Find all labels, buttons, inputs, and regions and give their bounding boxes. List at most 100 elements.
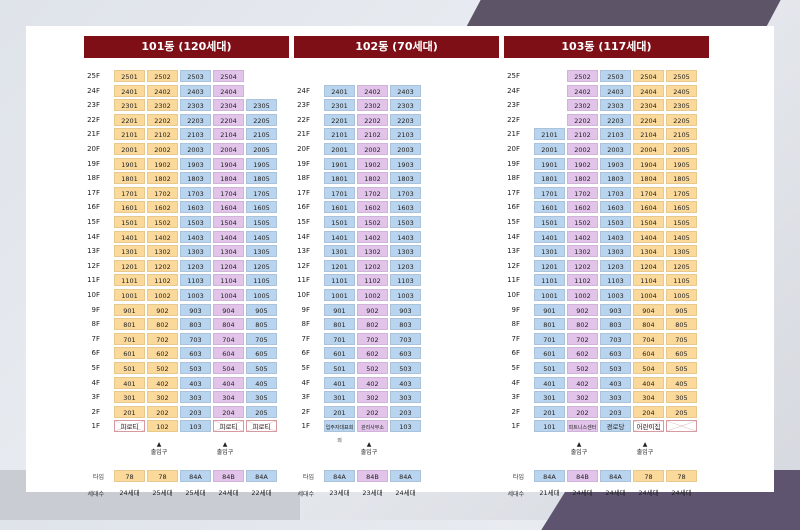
unit-cell[interactable]: 1305	[666, 245, 697, 258]
unit-cell[interactable]: 305	[246, 391, 277, 404]
unit-cell[interactable]: 1905	[246, 157, 277, 170]
unit-cell[interactable]: 1701	[534, 186, 565, 199]
unit-cell[interactable]: 902	[357, 303, 388, 316]
unit-cell[interactable]: 1501	[534, 216, 565, 228]
unit-cell[interactable]: 501	[114, 362, 145, 374]
unit-cell[interactable]: 701	[534, 332, 565, 345]
unit-cell[interactable]: 2404	[213, 84, 244, 97]
unit-cell[interactable]: 2201	[324, 113, 355, 126]
unit-cell[interactable]: 2202	[567, 113, 598, 126]
unit-cell[interactable]: 203	[180, 405, 211, 418]
unit-cell[interactable]: 1205	[246, 259, 277, 272]
unit-cell[interactable]: 901	[324, 303, 355, 316]
unit-cell[interactable]: 1801	[534, 172, 565, 185]
unit-cell[interactable]: 2002	[147, 143, 178, 155]
unit-cell[interactable]: 1901	[114, 157, 145, 170]
unit-cell[interactable]: 1702	[567, 186, 598, 199]
unit-cell[interactable]: 2102	[147, 128, 178, 141]
unit-cell[interactable]: 1703	[180, 186, 211, 199]
unit-cell[interactable]: 1203	[600, 259, 631, 272]
unit-cell[interactable]: 1502	[357, 216, 388, 228]
unit-cell[interactable]: 2403	[600, 84, 631, 97]
unit-cell-1f[interactable]: 피트니스센터	[567, 420, 598, 433]
unit-cell[interactable]: 2001	[324, 143, 355, 155]
unit-cell[interactable]: 903	[390, 303, 421, 316]
unit-cell[interactable]: 1705	[246, 186, 277, 199]
unit-cell[interactable]: 1302	[147, 245, 178, 258]
unit-cell[interactable]: 1105	[666, 274, 697, 287]
unit-cell[interactable]: 1104	[633, 274, 664, 287]
unit-cell[interactable]: 802	[147, 318, 178, 331]
unit-cell[interactable]: 2302	[567, 99, 598, 112]
unit-cell[interactable]: 1104	[213, 274, 244, 287]
unit-cell[interactable]: 1803	[390, 172, 421, 185]
unit-cell[interactable]: 1004	[213, 289, 244, 301]
unit-cell[interactable]: 903	[600, 303, 631, 316]
unit-cell[interactable]: 1705	[666, 186, 697, 199]
unit-cell[interactable]: 2305	[666, 99, 697, 112]
unit-cell-1f[interactable]: 어린이집	[633, 420, 664, 433]
unit-cell[interactable]: 2103	[180, 128, 211, 141]
unit-cell[interactable]: 504	[633, 362, 664, 374]
unit-cell[interactable]: 603	[180, 347, 211, 360]
unit-cell[interactable]: 2502	[567, 70, 598, 82]
unit-cell[interactable]: 1701	[114, 186, 145, 199]
unit-cell[interactable]: 604	[633, 347, 664, 360]
unit-cell[interactable]: 1502	[567, 216, 598, 228]
unit-cell[interactable]: 2402	[567, 84, 598, 97]
unit-cell[interactable]: 2104	[213, 128, 244, 141]
unit-cell[interactable]: 1304	[633, 245, 664, 258]
unit-cell[interactable]: 2103	[390, 128, 421, 141]
unit-cell[interactable]: 203	[390, 405, 421, 418]
unit-cell[interactable]: 1001	[114, 289, 145, 301]
unit-cell[interactable]: 601	[534, 347, 565, 360]
unit-cell[interactable]: 2105	[246, 128, 277, 141]
unit-cell[interactable]: 2401	[324, 84, 355, 97]
unit-cell-1f[interactable]: 102	[147, 420, 178, 433]
unit-cell[interactable]: 1301	[114, 245, 145, 258]
unit-cell[interactable]: 703	[180, 332, 211, 345]
unit-cell[interactable]: 401	[114, 376, 145, 389]
unit-cell[interactable]: 702	[147, 332, 178, 345]
unit-cell[interactable]: 1203	[180, 259, 211, 272]
unit-cell[interactable]: 1105	[246, 274, 277, 287]
unit-cell[interactable]: 302	[357, 391, 388, 404]
unit-cell[interactable]: 2204	[213, 113, 244, 126]
unit-cell[interactable]: 403	[180, 376, 211, 389]
unit-cell[interactable]: 405	[246, 376, 277, 389]
unit-cell[interactable]: 1504	[213, 216, 244, 228]
unit-cell[interactable]: 1303	[600, 245, 631, 258]
unit-cell[interactable]: 1405	[246, 230, 277, 243]
unit-cell[interactable]: 1902	[357, 157, 388, 170]
unit-cell[interactable]: 602	[357, 347, 388, 360]
unit-cell[interactable]: 1903	[180, 157, 211, 170]
unit-cell[interactable]: 701	[324, 332, 355, 345]
unit-cell[interactable]: 1903	[600, 157, 631, 170]
unit-cell[interactable]: 1303	[180, 245, 211, 258]
unit-cell[interactable]: 2304	[213, 99, 244, 112]
unit-cell[interactable]: 2405	[666, 84, 697, 97]
unit-cell[interactable]: 1903	[390, 157, 421, 170]
unit-cell[interactable]: 2205	[246, 113, 277, 126]
unit-cell[interactable]: 1304	[213, 245, 244, 258]
unit-cell[interactable]: 1802	[147, 172, 178, 185]
unit-cell[interactable]: 1801	[324, 172, 355, 185]
unit-cell[interactable]: 602	[147, 347, 178, 360]
unit-cell[interactable]: 205	[666, 405, 697, 418]
unit-cell[interactable]: 1803	[180, 172, 211, 185]
unit-cell[interactable]: 805	[666, 318, 697, 331]
unit-cell[interactable]: 2202	[357, 113, 388, 126]
unit-cell[interactable]: 2204	[633, 113, 664, 126]
unit-cell[interactable]: 1505	[666, 216, 697, 228]
unit-cell[interactable]: 501	[324, 362, 355, 374]
unit-cell[interactable]: 1505	[246, 216, 277, 228]
unit-cell[interactable]: 1501	[114, 216, 145, 228]
unit-cell[interactable]: 2503	[180, 70, 211, 82]
unit-cell[interactable]: 1205	[666, 259, 697, 272]
unit-cell[interactable]: 1002	[357, 289, 388, 301]
unit-cell[interactable]: 301	[534, 391, 565, 404]
unit-cell[interactable]: 1004	[633, 289, 664, 301]
unit-cell-1f[interactable]: 103	[180, 420, 211, 433]
unit-cell-1f[interactable]: 103	[390, 420, 421, 433]
unit-cell[interactable]: 2501	[114, 70, 145, 82]
